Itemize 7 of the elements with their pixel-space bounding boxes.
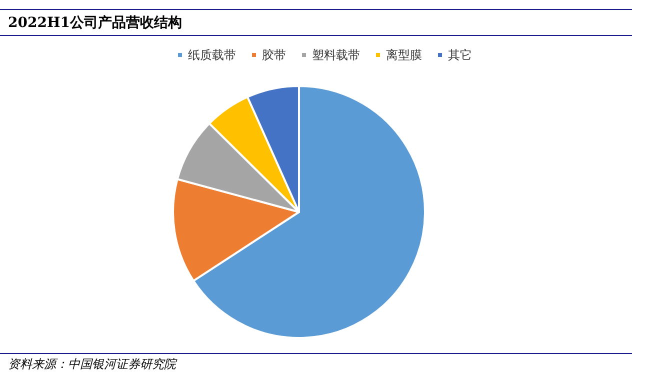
legend-label: 塑料载带 [312, 48, 360, 62]
legend-label: 离型膜 [386, 48, 422, 62]
text: 资料来源：中国银河证券研究院 [8, 356, 176, 373]
chart-title: 2022H1公司产品营收结构 [8, 14, 182, 32]
legend-label: 胶带 [262, 48, 286, 62]
legend-label: 其它 [448, 48, 472, 62]
legend-label: 纸质载带 [188, 48, 236, 62]
